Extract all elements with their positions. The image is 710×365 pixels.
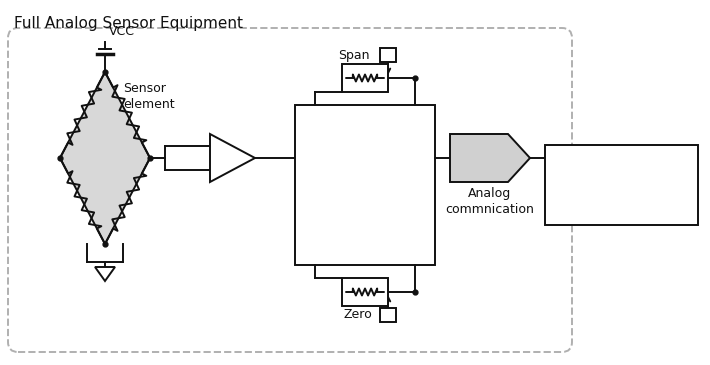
- Text: Signal
converter
(4–20mA, 1–5V etc.): Signal converter (4–20mA, 1–5V etc.): [305, 161, 425, 208]
- Bar: [342, 278, 388, 306]
- Text: Controller: Controller: [589, 178, 655, 192]
- Bar: [295, 105, 435, 265]
- Text: Span: Span: [338, 49, 369, 62]
- Text: Zero: Zero: [344, 308, 373, 321]
- Text: Analog
commnication: Analog commnication: [446, 187, 535, 216]
- Polygon shape: [210, 134, 255, 182]
- Polygon shape: [60, 72, 150, 244]
- Text: AMP: AMP: [217, 155, 244, 169]
- Bar: [380, 308, 396, 322]
- Bar: [545, 145, 698, 225]
- Text: Full Analog Sensor Equipment: Full Analog Sensor Equipment: [14, 16, 243, 31]
- Polygon shape: [95, 267, 115, 281]
- Text: VCC: VCC: [109, 25, 135, 38]
- Text: Sensor
element: Sensor element: [123, 82, 175, 111]
- Bar: [380, 48, 396, 62]
- Bar: [342, 64, 388, 92]
- Polygon shape: [450, 134, 530, 182]
